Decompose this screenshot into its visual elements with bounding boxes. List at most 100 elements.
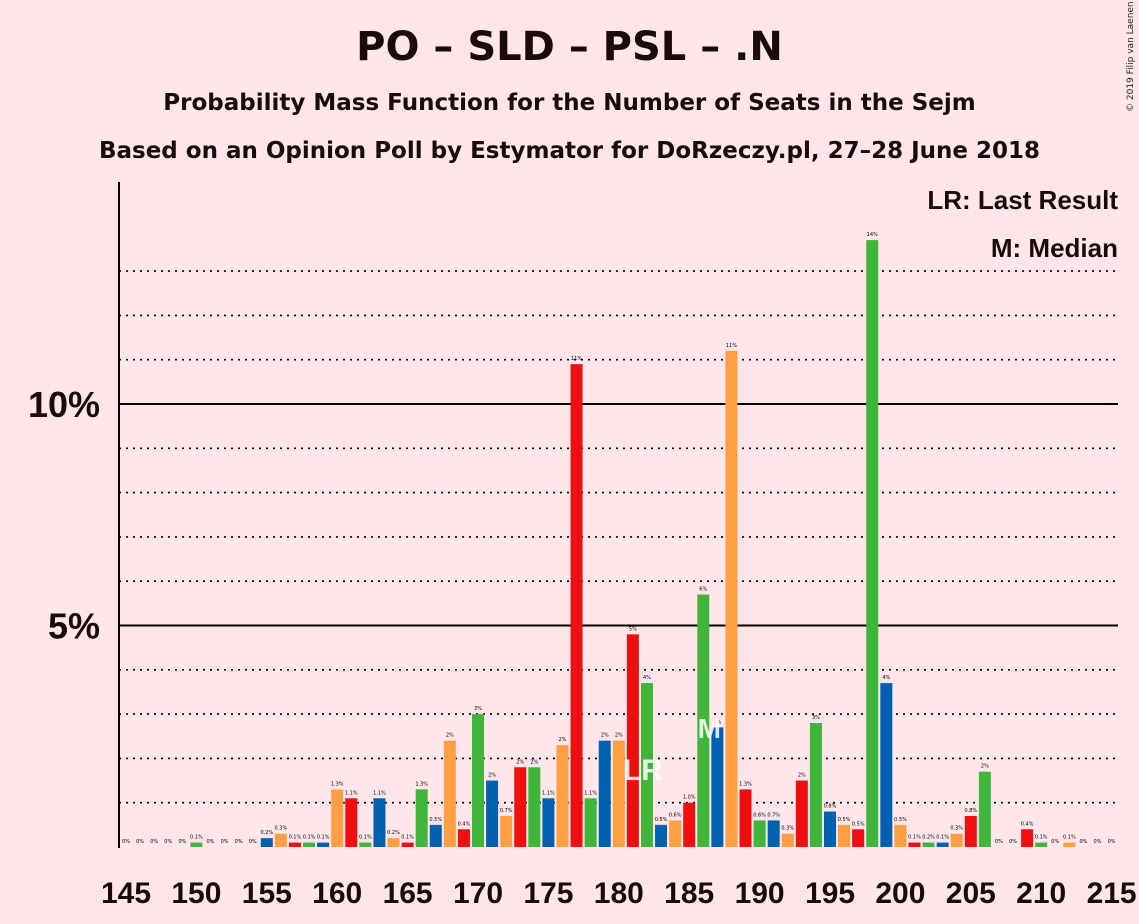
bar-seats-181 [626,634,639,847]
bar-label-189: 1.3% [739,781,752,787]
bar-seats-166 [415,789,428,847]
bar-label-211: 0% [1051,839,1059,845]
bar-label-197: 0.5% [852,821,865,827]
gridlines [119,270,1118,804]
bar-seats-195 [824,811,836,847]
bar-label-208: 0% [1009,839,1017,845]
bar-label-153: 0% [235,839,243,845]
bar-seats-164 [387,838,400,847]
bar-seats-172 [500,815,513,847]
x-tick-label: 210 [1016,877,1066,910]
bar-label-173: 2% [516,759,524,765]
bar-seats-193 [795,780,808,847]
x-tick-label: 195 [805,877,855,910]
x-tick-label: 150 [171,877,221,910]
bar-seats-178 [584,798,597,847]
bar-seats-183 [655,824,668,847]
bar-label-166: 1.3% [415,781,428,787]
bar-seats-182 [640,683,653,847]
bar-label-160: 1.3% [331,781,344,787]
bar-seats-162 [359,842,372,847]
bar-label-178: 1.1% [584,790,597,796]
bar-label-212: 0.1% [1063,835,1076,841]
y-tick-label: 10% [28,384,100,425]
bar-label-157: 0.1% [289,835,302,841]
bar-label-155: 0.2% [260,830,273,836]
bar-seats-189 [739,789,752,847]
x-tick-label: 180 [594,877,644,910]
bar-label-159: 0.1% [317,835,330,841]
bar-seats-177 [570,364,583,847]
bar-label-186: 6% [699,586,707,592]
x-tick-label: 170 [453,877,503,910]
bar-seats-194 [809,722,822,847]
x-tick-label: 165 [383,877,433,910]
chart-source-line: Based on an Opinion Poll by Estymator fo… [98,138,1041,164]
bar-value-labels: 0% 0% 0% 0% 0%0.1%0% 0% 0% 0%0.2%0.3%0.1% 0.1% 0.… [122,232,1116,845]
bar-seats-197 [852,829,865,847]
bar-seats-196 [838,824,851,847]
bar-label-188: 11% [726,343,737,349]
x-tick-label: 160 [312,877,362,910]
bar-label-207: 0% [995,839,1003,845]
bar-label-196: 0.5% [838,817,851,823]
bar-label-195: 0.8% [824,804,837,810]
bar-label-171: 2% [488,773,496,779]
last-result-marker: LR [623,754,663,787]
bar-label-194: 3% [812,715,820,721]
bar-label-209: 0.4% [1021,821,1034,827]
median-marker: M [698,713,721,744]
bar-seats-175 [542,798,555,847]
bar-label-150: 0.1% [190,835,203,841]
bar-seats-179 [598,740,611,847]
bar-seats-205 [964,815,977,847]
bar-label-181: 5% [629,626,637,632]
bar-seats-184 [669,820,682,847]
bar-label-192: 0.3% [781,826,794,832]
bar-seats-210 [1035,842,1048,847]
legend-median: M: Median [991,233,1118,263]
bar-seats-202 [922,842,935,847]
bar-seats-158 [303,842,316,847]
bar-label-169: 0.4% [458,821,471,827]
legend-last-result: LR: Last Result [927,185,1118,215]
bar-seats-160 [331,789,344,847]
bar-seats-169 [457,829,470,847]
bar-seats-198 [866,240,879,848]
bar-label-164: 0.2% [387,830,400,836]
bar-seats-174 [528,767,541,847]
x-tick-label: 205 [946,877,996,910]
bar-label-182: 4% [643,675,651,681]
bar-seats-165 [401,842,414,847]
x-tick-label: 185 [664,877,714,910]
bar-label-163: 1.1% [373,790,386,796]
bar-label-151: 0% [207,839,215,845]
bar-seats-188 [725,350,738,847]
bar-label-199: 4% [882,675,890,681]
bar-seats-191 [767,820,780,847]
bar-label-204: 0.3% [950,826,963,832]
bar-label-187: 3% [713,719,721,725]
bar-seats-185 [683,802,696,847]
bar-seats-176 [556,745,569,847]
bars [190,240,1076,848]
bar-label-190: 0.6% [753,812,766,818]
bar-label-210: 0.1% [1035,835,1048,841]
bar-label-179: 2% [601,733,609,739]
bar-seats-173 [514,767,527,847]
bar-seats-199 [880,683,893,847]
bar-seats-192 [781,833,794,847]
x-tick-label: 145 [101,877,151,910]
markers: LR M [623,713,721,787]
bar-label-147: 0% [150,839,158,845]
bar-label-198: 14% [867,232,878,238]
bar-seats-201 [908,842,921,847]
x-tick-label: 215 [1087,877,1137,910]
axis-tick-labels: 145 150 155 160 165 170 175 180 185 190 195 200 205 2… [28,384,1137,910]
bar-label-148: 0% [164,839,172,845]
bar-seats-186 [697,594,710,847]
bar-label-174: 2% [530,759,538,765]
bar-label-161: 1.1% [345,790,358,796]
bar-label-215: 0% [1108,839,1116,845]
